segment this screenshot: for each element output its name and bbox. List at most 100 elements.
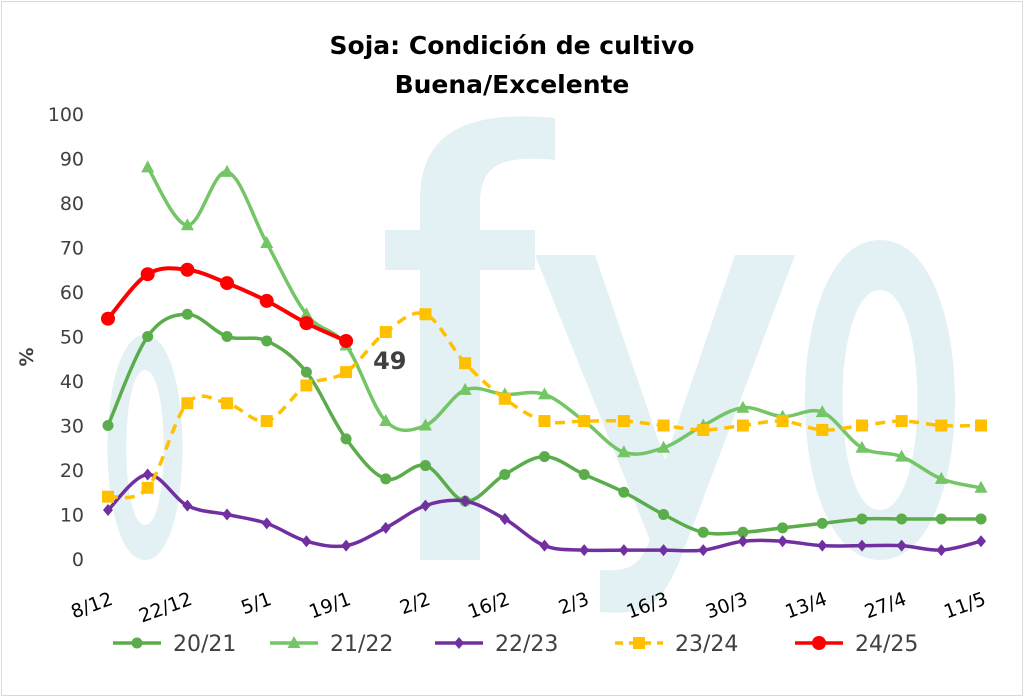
data-point	[633, 637, 645, 649]
data-point	[339, 333, 354, 348]
data-point	[299, 316, 314, 331]
data-point	[896, 539, 907, 552]
data-point	[182, 499, 193, 512]
data-point	[698, 544, 709, 557]
legend-item[interactable]: 24/25	[795, 632, 918, 657]
data-point	[101, 311, 115, 326]
data-point	[935, 513, 947, 525]
data-point	[341, 539, 352, 552]
legend-item[interactable]: 22/23	[435, 632, 558, 657]
legend-item[interactable]: 20/21	[113, 632, 236, 657]
data-point	[181, 397, 194, 410]
data-point	[855, 440, 869, 453]
data-point	[657, 419, 670, 432]
data-point	[776, 415, 789, 428]
x-tick-label: 22/12	[136, 588, 195, 627]
data-point	[538, 387, 551, 400]
data-point	[539, 539, 550, 552]
data-point	[379, 326, 392, 339]
data-point	[458, 382, 472, 395]
data-point	[420, 499, 431, 512]
x-tick-label: 30/3	[703, 588, 751, 623]
data-point	[855, 419, 868, 432]
data-label: 49	[373, 347, 406, 375]
data-point	[777, 535, 788, 548]
chart-title-line: Soja: Condición de cultivo	[330, 31, 695, 60]
data-point	[976, 535, 986, 548]
legend-item[interactable]: 21/22	[270, 632, 393, 657]
data-point	[418, 418, 432, 431]
y-tick-label: 20	[60, 460, 84, 482]
data-point	[220, 276, 235, 291]
data-point	[498, 392, 511, 405]
y-tick-label: 10	[60, 505, 84, 527]
data-point	[419, 460, 431, 472]
data-point	[220, 164, 234, 177]
data-point	[499, 512, 510, 525]
data-point	[936, 544, 947, 557]
data-point	[460, 495, 471, 508]
y-tick-label: 40	[60, 371, 84, 393]
data-point	[181, 308, 193, 320]
data-point	[419, 308, 432, 321]
data-point	[260, 236, 274, 249]
data-point	[287, 636, 301, 648]
y-tick-label: 50	[60, 327, 84, 349]
data-point	[578, 415, 591, 428]
data-point	[380, 521, 391, 534]
data-point	[131, 637, 143, 649]
data-point	[539, 451, 550, 463]
y-tick-label: 0	[72, 549, 84, 571]
data-point	[261, 335, 273, 347]
y-tick-label: 90	[60, 149, 84, 171]
chart-title-line: Buena/Excelente	[395, 70, 630, 99]
x-tick-label: 8/12	[68, 588, 116, 623]
data-point	[697, 526, 709, 538]
data-point	[141, 481, 154, 494]
data-point	[102, 420, 114, 431]
data-point	[579, 544, 590, 557]
data-point	[658, 509, 670, 520]
x-tick-label: 27/4	[862, 588, 910, 623]
data-point	[617, 445, 631, 458]
data-point	[815, 405, 829, 418]
data-point	[102, 490, 114, 503]
data-point	[259, 293, 274, 308]
data-point	[975, 513, 987, 525]
data-point	[935, 419, 948, 432]
legend-label: 22/23	[495, 632, 558, 657]
x-tick-label: 19/1	[306, 588, 354, 623]
x-tick-label: 2/2	[397, 588, 433, 619]
data-point	[896, 513, 908, 525]
data-point	[578, 468, 590, 480]
data-point	[141, 160, 155, 173]
x-tick-label: 16/2	[465, 588, 513, 623]
data-point	[618, 544, 629, 557]
data-point	[180, 262, 195, 277]
x-tick-label: 2/3	[556, 588, 592, 619]
data-point	[459, 357, 472, 370]
data-point	[261, 517, 272, 530]
data-point	[895, 449, 909, 462]
data-point	[142, 331, 154, 342]
y-tick-label: 30	[60, 416, 84, 438]
data-point	[777, 522, 789, 534]
data-point	[736, 419, 749, 432]
data-point	[737, 526, 749, 538]
y-tick-label: 60	[60, 282, 84, 304]
series-23-24	[102, 308, 987, 503]
legend-label: 24/25	[855, 632, 918, 657]
data-point	[816, 423, 829, 436]
data-point	[617, 415, 630, 428]
data-point	[454, 637, 464, 649]
series-22-23	[103, 468, 986, 557]
data-point	[817, 539, 828, 552]
legend-label: 21/22	[330, 632, 393, 657]
legend-label: 23/24	[675, 632, 738, 657]
data-point	[856, 539, 867, 552]
legend-item[interactable]: 23/24	[615, 632, 738, 657]
y-tick-label: 80	[60, 193, 84, 215]
data-point	[180, 218, 194, 231]
data-point	[221, 331, 233, 342]
